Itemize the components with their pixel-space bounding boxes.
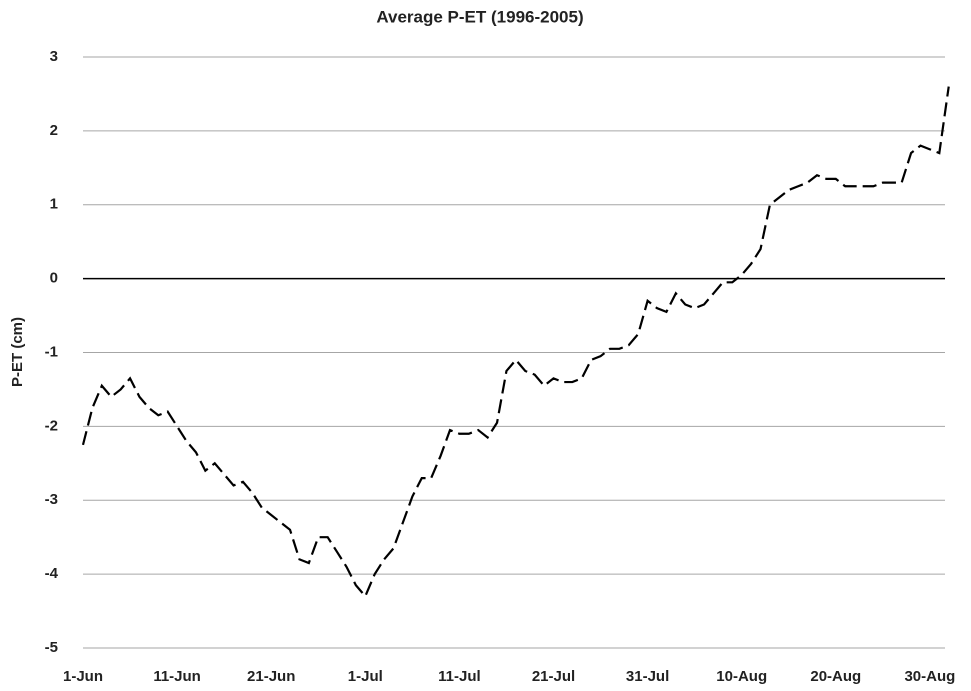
x-tick-label: 30-Aug bbox=[904, 668, 955, 685]
y-axis-label: P-ET (cm) bbox=[9, 317, 26, 387]
y-tick-label: 2 bbox=[50, 122, 58, 139]
y-tick-label: 3 bbox=[50, 48, 58, 65]
y-tick-label: -1 bbox=[45, 343, 58, 360]
x-tick-label: 1-Jul bbox=[348, 668, 383, 685]
x-tick-label: 11-Jun bbox=[153, 668, 201, 685]
data-line bbox=[81, 86, 950, 599]
x-tick-label: 10-Aug bbox=[716, 668, 767, 685]
chart-title: Average P-ET (1996-2005) bbox=[376, 7, 583, 26]
y-tick-label: -2 bbox=[45, 417, 58, 434]
x-tick-label: 11-Jul bbox=[438, 668, 481, 685]
x-tick-label: 21-Jul bbox=[532, 668, 575, 685]
y-tick-label: 1 bbox=[50, 196, 58, 213]
x-tick-label: 20-Aug bbox=[810, 668, 861, 685]
y-tick-label: -5 bbox=[45, 639, 58, 656]
x-tick-label: 21-Jun bbox=[247, 668, 295, 685]
x-tick-label: 1-Jun bbox=[63, 668, 103, 685]
y-tick-label: -4 bbox=[45, 565, 59, 582]
y-tick-label: -3 bbox=[45, 491, 58, 508]
y-tick-label: 0 bbox=[50, 270, 58, 287]
x-tick-label: 31-Jul bbox=[626, 668, 669, 685]
